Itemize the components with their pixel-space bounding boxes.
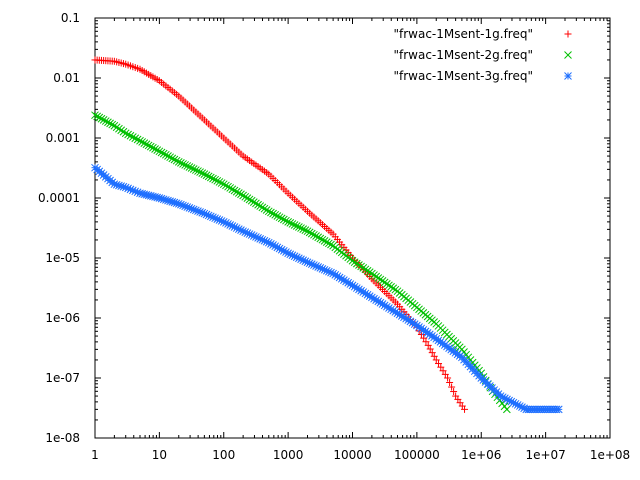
series-2-point	[246, 196, 253, 203]
y-tick-label: 0.0001	[38, 191, 80, 205]
series-2-point	[252, 200, 259, 207]
y-tick-label: 0.001	[46, 131, 80, 145]
series-2-point	[118, 127, 125, 134]
series-2-point	[242, 193, 249, 200]
series-1	[92, 56, 469, 412]
y-tick-label: 0.01	[53, 71, 80, 85]
x-tick-label: 10000	[333, 448, 371, 462]
x-tick-label: 100	[212, 448, 235, 462]
series-layer	[92, 56, 563, 412]
x-tick-label: 1e+07	[525, 448, 565, 462]
y-tick-label: 1e-08	[45, 431, 80, 445]
x-tick-label: 1	[91, 448, 99, 462]
series-2-point	[248, 197, 255, 204]
series-2-point	[255, 201, 262, 208]
series-3	[92, 164, 563, 413]
series-2-point	[259, 204, 266, 211]
legend-label: "frwac-1Msent-1g.freq"	[393, 27, 533, 41]
legend: "frwac-1Msent-1g.freq" "frwac-1Msent-2g.f…	[393, 27, 571, 83]
legend-marker	[565, 31, 572, 38]
legend-label: "frwac-1Msent-2g.freq"	[393, 48, 533, 62]
y-tick-label: 1e-07	[45, 371, 80, 385]
series-2-point	[250, 199, 257, 206]
x-tick-label: 1e+06	[461, 448, 501, 462]
legend-marker	[565, 73, 572, 80]
x-tick-label: 1000	[273, 448, 304, 462]
y-tick-label: 1e-05	[45, 251, 80, 265]
series-2-point	[261, 205, 268, 212]
series-3-point	[555, 406, 562, 413]
log-log-frequency-chart: 1 10 100 1000 10000 100000 1e+06 1e+07 1e+08 1e-0…	[0, 0, 640, 480]
legend-label: "frwac-1Msent-3g.freq"	[393, 69, 533, 83]
x-tick-label: 10	[152, 448, 167, 462]
y-tick-label: 0.1	[61, 11, 80, 25]
legend-marker	[565, 52, 572, 59]
y-tick-label: 1e-06	[45, 311, 80, 325]
x-tick-label: 1e+08	[590, 448, 630, 462]
series-2-point	[115, 125, 122, 132]
series-2-point	[503, 406, 510, 413]
series-2-point	[257, 203, 264, 210]
x-tick-label: 100000	[394, 448, 440, 462]
series-2-point	[244, 195, 251, 202]
